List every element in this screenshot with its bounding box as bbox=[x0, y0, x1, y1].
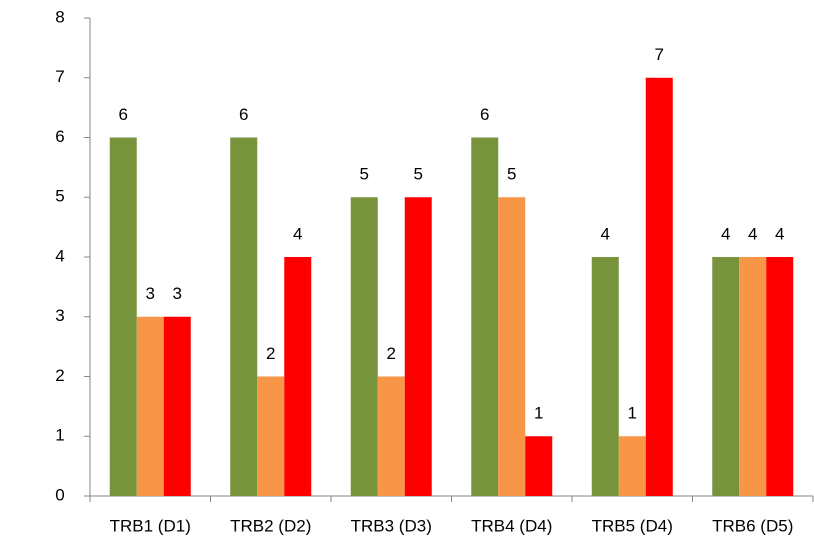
data-label: 6 bbox=[119, 105, 128, 124]
bar bbox=[257, 377, 284, 497]
bar bbox=[498, 197, 525, 496]
data-label: 4 bbox=[721, 224, 730, 243]
bar bbox=[739, 257, 766, 496]
x-tick-label: TRB1 (D1) bbox=[110, 516, 191, 535]
x-tick-label: TRB2 (D2) bbox=[230, 516, 311, 535]
bar bbox=[284, 257, 311, 496]
y-tick-label: 2 bbox=[55, 366, 64, 385]
bar bbox=[712, 257, 739, 496]
bar bbox=[646, 78, 673, 496]
data-label: 4 bbox=[601, 224, 610, 243]
x-tick-label: TRB6 (D5) bbox=[712, 516, 793, 535]
data-label: 6 bbox=[480, 105, 489, 124]
bar bbox=[471, 138, 498, 497]
y-tick-label: 4 bbox=[55, 246, 64, 265]
data-label: 1 bbox=[628, 404, 637, 423]
y-tick-label: 5 bbox=[55, 187, 64, 206]
bar bbox=[351, 197, 378, 496]
data-label: 3 bbox=[146, 284, 155, 303]
data-label: 6 bbox=[239, 105, 248, 124]
bar bbox=[525, 436, 552, 496]
y-tick-label: 6 bbox=[55, 127, 64, 146]
chart: 012345678TRB1 (D1)633TRB2 (D2)624TRB3 (D… bbox=[0, 0, 814, 547]
bar bbox=[766, 257, 793, 496]
bar bbox=[592, 257, 619, 496]
y-tick-label: 0 bbox=[55, 485, 64, 504]
bar bbox=[164, 317, 191, 496]
bar bbox=[405, 197, 432, 496]
bar bbox=[110, 138, 137, 497]
y-tick-label: 8 bbox=[55, 7, 64, 26]
x-tick-label: TRB4 (D4) bbox=[471, 516, 552, 535]
data-label: 4 bbox=[748, 224, 757, 243]
y-tick-label: 3 bbox=[55, 306, 64, 325]
bar bbox=[230, 138, 257, 497]
data-label: 5 bbox=[360, 165, 369, 184]
data-label: 1 bbox=[534, 404, 543, 423]
data-label: 5 bbox=[507, 165, 516, 184]
bar bbox=[137, 317, 164, 496]
data-label: 7 bbox=[655, 45, 664, 64]
data-label: 2 bbox=[387, 344, 396, 363]
y-tick-label: 1 bbox=[55, 426, 64, 445]
data-label: 3 bbox=[173, 284, 182, 303]
x-tick-label: TRB3 (D3) bbox=[351, 516, 432, 535]
data-label: 4 bbox=[775, 224, 784, 243]
data-label: 2 bbox=[266, 344, 275, 363]
x-tick-label: TRB5 (D4) bbox=[592, 516, 673, 535]
bar bbox=[378, 377, 405, 497]
data-label: 4 bbox=[293, 224, 302, 243]
bar bbox=[619, 436, 646, 496]
y-tick-label: 7 bbox=[55, 67, 64, 86]
data-label: 5 bbox=[414, 165, 423, 184]
